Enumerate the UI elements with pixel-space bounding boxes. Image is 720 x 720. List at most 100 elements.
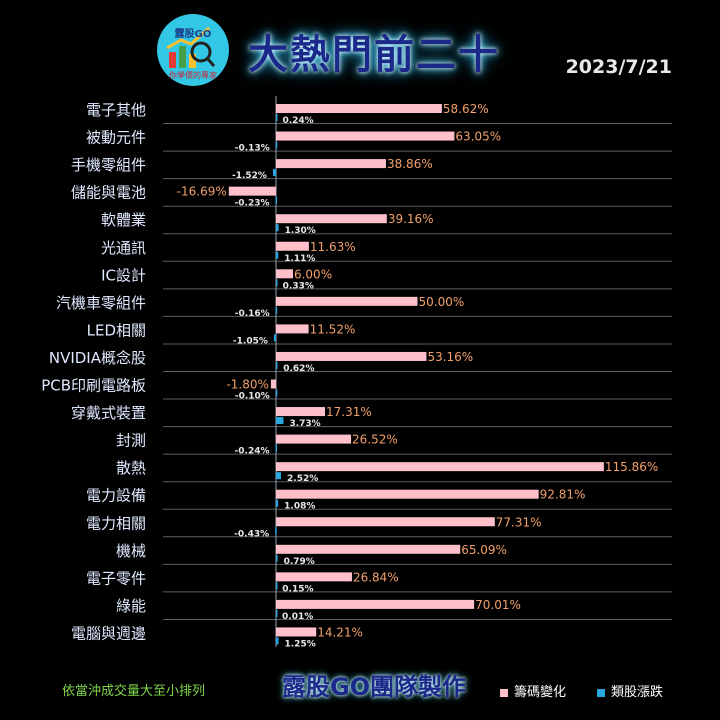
label-chip-change: 38.86% xyxy=(387,157,433,171)
label-sector-change: 3.73% xyxy=(289,419,320,429)
category-label: 散熱 xyxy=(116,459,146,477)
label-sector-change: 0.33% xyxy=(283,281,314,291)
bar-chip-change xyxy=(276,296,418,306)
bar-sector-change xyxy=(276,472,282,480)
label-chip-change: 26.52% xyxy=(352,433,398,447)
label-chip-change: 50.00% xyxy=(419,295,465,309)
logo-subtext: 你學價的專家 xyxy=(169,71,217,80)
label-chip-change: 26.84% xyxy=(353,570,399,584)
label-chip-change: 92.81% xyxy=(540,488,586,502)
chart-date: 2023/7/21 xyxy=(565,56,672,78)
label-chip-change: 6.00% xyxy=(294,267,332,281)
label-chip-change: 11.52% xyxy=(310,322,356,336)
category-label: 機械 xyxy=(116,542,146,560)
label-chip-change: 39.16% xyxy=(388,212,434,226)
bar-chip-change xyxy=(276,104,442,113)
label-chip-change: -1.80% xyxy=(226,378,268,392)
category-label: 被動元件 xyxy=(86,129,146,147)
legend-label-chip: 籌碼變化 xyxy=(514,685,567,700)
label-sector-change: 1.25% xyxy=(285,639,316,649)
label-sector-change: 0.79% xyxy=(284,557,315,567)
bar-sector-change xyxy=(275,196,278,204)
label-sector-change: -1.05% xyxy=(233,336,268,346)
category-label: 軟體業 xyxy=(101,211,146,229)
label-chip-change: 11.63% xyxy=(310,240,356,254)
bar-chip-change xyxy=(270,379,276,389)
bar-sector-change xyxy=(276,499,279,507)
bar-sector-change xyxy=(273,334,276,342)
page-title: 大熱門前二十 xyxy=(248,32,500,78)
bar-chip-change xyxy=(276,269,293,279)
footer-brand: 露股GO團隊製作 xyxy=(282,673,467,701)
label-chip-change: 63.05% xyxy=(455,130,501,144)
label-sector-change: -1.52% xyxy=(232,171,267,181)
category-label: 光通訊 xyxy=(101,239,146,257)
bar-chip-change xyxy=(276,324,309,334)
label-sector-change: 0.15% xyxy=(282,584,313,594)
bar-sector-change xyxy=(276,554,278,562)
bar-sector-change xyxy=(275,306,278,314)
label-sector-change: 2.52% xyxy=(287,474,318,484)
bar-sector-change xyxy=(276,582,278,590)
sort-note: 依當沖成交量大至小排列 xyxy=(62,684,206,699)
bar-chip-change xyxy=(276,627,317,637)
label-sector-change: -0.43% xyxy=(234,529,269,539)
category-label: 電腦與週邊 xyxy=(71,624,146,642)
bar-chip-change xyxy=(276,572,352,582)
label-sector-change: 0.24% xyxy=(282,116,313,126)
bar-chip-change xyxy=(276,434,352,444)
brand-logo: 露股GO 你學價的專家 xyxy=(157,14,229,86)
label-chip-change: 70.01% xyxy=(475,598,521,612)
bar-chip-change xyxy=(276,517,495,527)
bar-sector-change xyxy=(276,637,279,645)
bar-sector-change xyxy=(276,114,278,121)
label-sector-change: -0.24% xyxy=(235,447,270,457)
label-chip-change: 77.31% xyxy=(496,515,542,529)
bar-sector-change xyxy=(276,609,278,617)
label-sector-change: -0.13% xyxy=(235,144,270,154)
bar-sector-change xyxy=(276,417,284,425)
category-label: 綠能 xyxy=(116,597,146,615)
label-sector-change: -0.16% xyxy=(235,309,270,319)
label-chip-change: 53.16% xyxy=(427,350,473,364)
bar-sector-change xyxy=(275,444,278,452)
category-label: LED相關 xyxy=(87,321,146,339)
legend-swatch-sector xyxy=(597,688,605,697)
label-sector-change: -0.23% xyxy=(235,199,270,209)
logo-chart-icon xyxy=(166,26,216,68)
logo-text: 露股GO xyxy=(174,29,212,40)
bar-chip-change xyxy=(276,351,427,361)
legend-label-sector: 類股漲跌 xyxy=(611,685,664,700)
bar-chip-change xyxy=(276,489,539,499)
label-chip-change: -16.69% xyxy=(177,185,227,199)
bar-chip-change xyxy=(276,544,461,554)
label-sector-change: 1.08% xyxy=(284,502,315,512)
bar-sector-change xyxy=(276,224,279,232)
category-label: 穿戴式裝置 xyxy=(71,404,146,422)
label-sector-change: -0.10% xyxy=(235,392,270,402)
category-label: 電子其他 xyxy=(86,101,146,119)
label-chip-change: 58.62% xyxy=(443,102,489,116)
bar-chip-change xyxy=(228,186,276,196)
label-chip-change: 14.21% xyxy=(317,625,363,639)
label-chip-change: 115.86% xyxy=(605,460,658,474)
bar-sector-change xyxy=(275,389,278,397)
bar-sector-change xyxy=(276,251,279,259)
label-chip-change: 17.31% xyxy=(326,405,372,419)
category-label: 電子零件 xyxy=(86,569,146,587)
label-sector-change: 0.62% xyxy=(283,364,314,374)
legend-swatch-chip xyxy=(500,688,508,697)
category-label: 電力設備 xyxy=(86,487,146,505)
category-label: 儲能與電池 xyxy=(71,184,146,202)
bar-chip-change xyxy=(276,599,475,609)
bar-sector-change xyxy=(276,279,278,287)
bar-sector-change xyxy=(272,169,276,177)
bar-chip-change xyxy=(276,407,325,417)
bar-chip-change xyxy=(276,241,309,251)
label-sector-change: 1.30% xyxy=(285,226,316,236)
category-label: PCB印刷電路板 xyxy=(41,377,146,395)
label-sector-change: 1.11% xyxy=(284,254,315,264)
label-sector-change: 0.01% xyxy=(282,612,313,622)
